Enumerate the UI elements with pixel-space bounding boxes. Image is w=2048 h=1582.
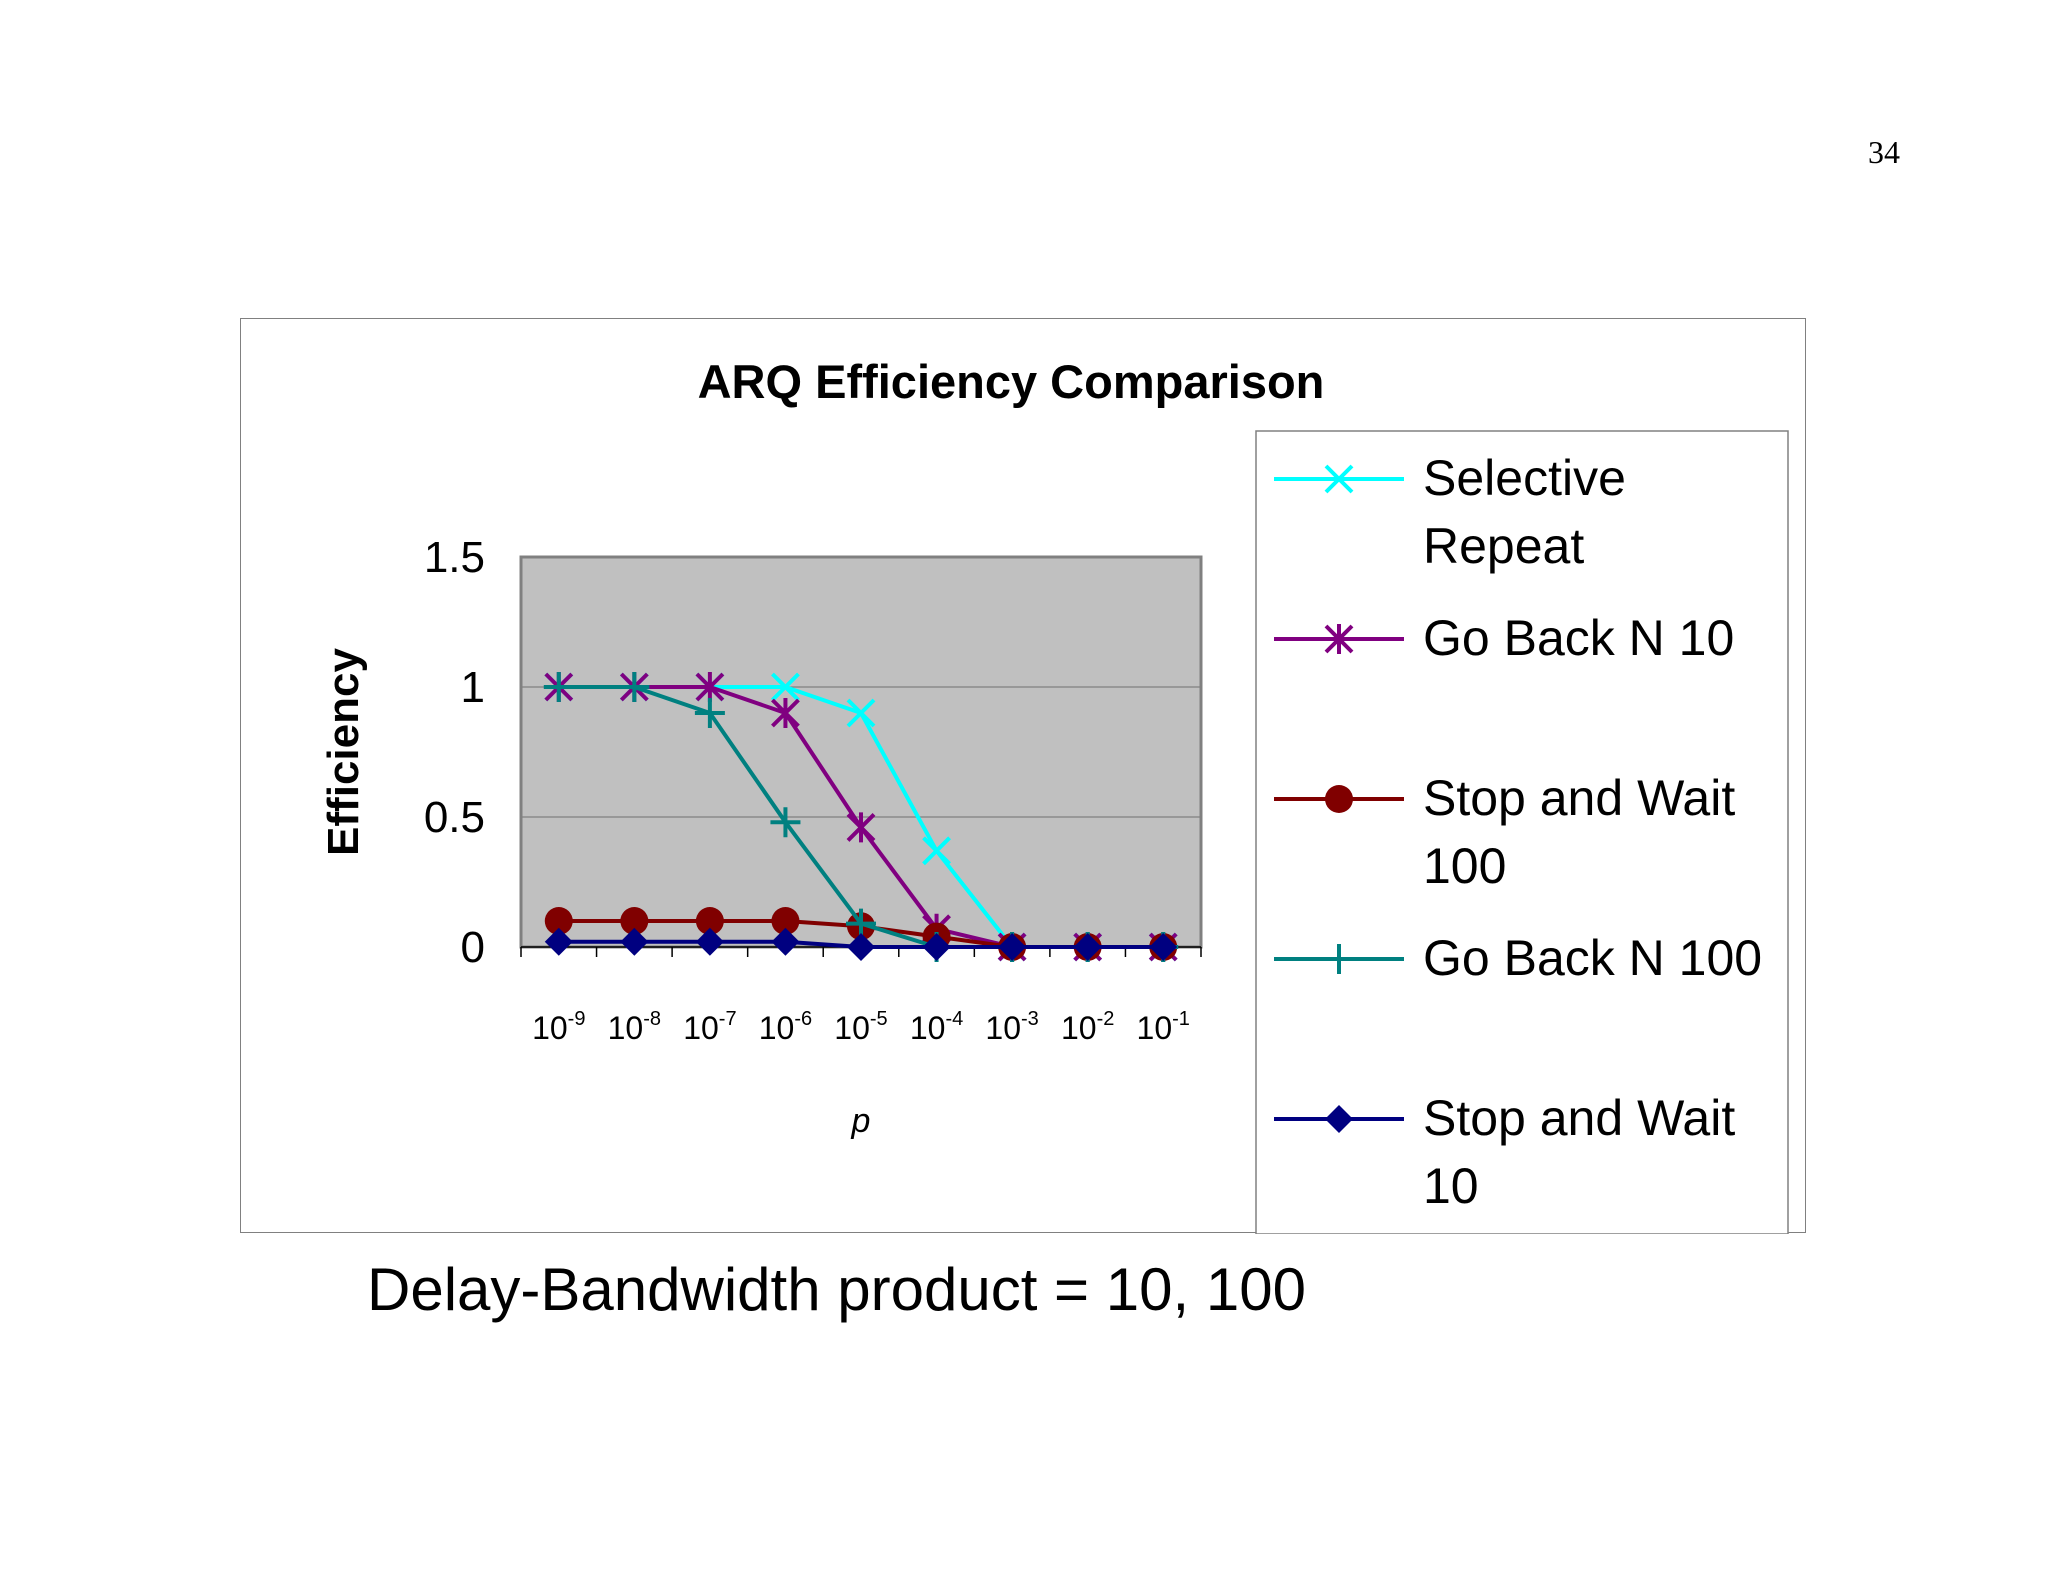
data-point bbox=[771, 672, 800, 702]
data-point bbox=[770, 807, 801, 838]
data-point bbox=[771, 698, 800, 728]
legend-swatch-marker bbox=[1324, 464, 1354, 494]
legend-label: Go Back N 100 bbox=[1423, 930, 1762, 986]
page-number: 34 bbox=[1868, 134, 1900, 170]
data-point bbox=[771, 907, 800, 935]
y-tick-label: 0.5 bbox=[424, 793, 485, 842]
data-point bbox=[1073, 933, 1102, 961]
legend-box bbox=[1255, 430, 1789, 1234]
legend-swatch-marker bbox=[1324, 624, 1354, 654]
data-point bbox=[619, 672, 650, 702]
x-tick-label: 10-2 bbox=[1061, 1008, 1114, 1046]
legend-swatch-marker bbox=[1325, 1105, 1353, 1133]
x-tick-label: 10-3 bbox=[985, 1008, 1038, 1046]
x-tick-label: 10-1 bbox=[1137, 1008, 1190, 1046]
data-point bbox=[543, 672, 574, 702]
data-point bbox=[922, 836, 951, 866]
data-point bbox=[1149, 933, 1178, 961]
legend-swatch-marker bbox=[1325, 785, 1353, 813]
data-point bbox=[847, 933, 875, 961]
slide-caption: Delay-Bandwidth product = 10, 100 bbox=[367, 1256, 1306, 1323]
data-point bbox=[922, 933, 951, 961]
y-tick-label: 0 bbox=[461, 923, 485, 972]
legend-label: Go Back N 10 bbox=[1423, 610, 1734, 666]
x-tick-label: 10-6 bbox=[759, 1008, 812, 1046]
data-point bbox=[695, 907, 724, 935]
legend-label: Stop and Wait 100 bbox=[1423, 770, 1735, 894]
legend-item: Go Back N 100 bbox=[1274, 930, 1762, 986]
data-point bbox=[846, 698, 876, 728]
data-point bbox=[771, 927, 800, 956]
data-point bbox=[620, 927, 649, 956]
x-tick-label: 10-4 bbox=[910, 1008, 963, 1046]
legend-label: Stop and Wait 10 bbox=[1423, 1090, 1735, 1214]
data-point bbox=[695, 927, 724, 956]
chart-frame: ARQ Efficiency Comparison 0 0.5 1 1.5 10-9 10-… bbox=[240, 318, 1806, 1234]
legend-item: Stop and Wait 100 bbox=[1274, 770, 1735, 894]
data-point bbox=[846, 812, 876, 843]
legend: Selective Repeat Go Back N 10 Stop and Wait… bbox=[1255, 430, 1789, 1234]
chart-title: ARQ Efficiency Comparison bbox=[698, 355, 1325, 408]
y-tick-label: 1.5 bbox=[424, 533, 485, 582]
arq-efficiency-chart: ARQ Efficiency Comparison 0 0.5 1 1.5 10-9 10-… bbox=[319, 355, 1789, 1234]
x-tick-label: 10-8 bbox=[608, 1008, 661, 1046]
data-point bbox=[695, 672, 725, 702]
y-axis-label: Efficiency bbox=[319, 648, 368, 856]
legend-label: Selective Repeat bbox=[1423, 450, 1626, 574]
data-point bbox=[544, 927, 573, 956]
y-tick-label: 1 bbox=[461, 663, 485, 712]
x-tick-label: 10-5 bbox=[834, 1008, 887, 1046]
legend-swatch-marker bbox=[1324, 944, 1354, 974]
plot-area bbox=[519, 555, 1203, 949]
data-point bbox=[998, 933, 1027, 961]
legend-item: Stop and Wait 10 bbox=[1274, 1090, 1735, 1214]
series-4 bbox=[544, 927, 1178, 961]
legend-item: Go Back N 10 bbox=[1274, 610, 1734, 666]
data-point bbox=[620, 907, 649, 935]
legend-item: Selective Repeat bbox=[1274, 450, 1626, 574]
data-point bbox=[694, 698, 725, 728]
x-tick-label: 10-7 bbox=[683, 1008, 736, 1046]
x-axis-label: p bbox=[851, 1102, 871, 1140]
x-tick-label: 10-9 bbox=[532, 1008, 585, 1046]
data-point bbox=[544, 907, 573, 935]
